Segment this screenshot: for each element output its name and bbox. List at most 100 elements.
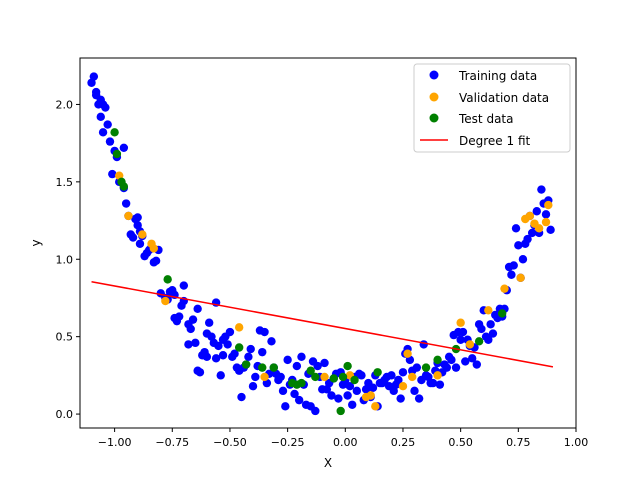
x-axis-label: X [324, 456, 332, 470]
training-point [258, 347, 267, 357]
training-point [105, 137, 115, 146]
training-point [442, 363, 452, 372]
training-point [419, 340, 428, 349]
training-point [514, 241, 523, 250]
x-tick-label: 0.25 [391, 436, 416, 449]
training-point [294, 395, 304, 405]
legend-label-fit: Degree 1 fit [459, 134, 530, 148]
training-point [135, 239, 145, 248]
test-point [234, 343, 244, 352]
validation-point [398, 382, 408, 391]
validation-point [371, 402, 380, 411]
training-point [248, 382, 258, 391]
test-point [269, 363, 278, 372]
training-point [128, 233, 138, 242]
training-point [428, 378, 438, 388]
validation-point [484, 306, 493, 315]
training-point [184, 340, 193, 349]
training-point [518, 255, 528, 264]
training-point [230, 349, 239, 358]
training-point [507, 270, 516, 279]
training-point [509, 261, 518, 270]
training-point [151, 256, 161, 265]
test-point [373, 368, 382, 377]
training-point [202, 352, 212, 361]
x-axis-ticks: −1.00 −0.75 −0.50 −0.25 0.00 0.25 0.50 0.75 1.00 [98, 428, 588, 449]
training-point [290, 389, 299, 399]
training-point [191, 338, 200, 348]
y-tick-label: 1.5 [56, 176, 74, 189]
training-point [396, 394, 405, 403]
x-tick-label: −0.50 [213, 436, 247, 449]
test-point [311, 372, 320, 382]
legend-box [413, 63, 571, 153]
validation-point [366, 391, 375, 400]
validation-point [465, 340, 475, 349]
validation-point [408, 372, 417, 382]
training-point [447, 355, 456, 365]
test-point [110, 128, 119, 137]
x-tick-label: 0.00 [333, 436, 358, 449]
training-point [334, 394, 343, 403]
validation-point [320, 372, 329, 382]
validation-point [403, 349, 412, 358]
test-point [350, 375, 359, 385]
y-axis-label: y [29, 239, 43, 246]
training-point [223, 340, 232, 349]
validation-point [456, 318, 465, 327]
x-tick-label: 0.50 [448, 436, 473, 449]
validation-point [149, 244, 159, 253]
training-point [101, 103, 110, 112]
x-tick-label: 0.75 [506, 436, 531, 449]
training-point [260, 327, 269, 337]
training-point [119, 143, 129, 152]
training-point [458, 327, 468, 337]
training-point [451, 363, 461, 372]
y-tick-label: 2.0 [56, 98, 74, 111]
training-point [313, 361, 322, 371]
test-point [306, 366, 315, 375]
y-tick-label: 0.0 [56, 408, 74, 421]
training-point [398, 368, 408, 377]
training-point [193, 304, 202, 313]
training-point [188, 315, 198, 324]
training-point [527, 228, 537, 238]
training-point [412, 363, 422, 372]
x-tick-label: −1.00 [98, 436, 132, 449]
validation-point [433, 371, 442, 380]
validation-point [516, 273, 525, 283]
x-tick-label: −0.25 [271, 436, 305, 449]
validation-point [541, 217, 551, 227]
training-point [251, 372, 260, 382]
fit-lines [91, 280, 554, 368]
test-point [163, 275, 172, 284]
test-point [338, 372, 348, 382]
training-point [327, 391, 336, 400]
training-point [537, 185, 546, 194]
test-point [119, 182, 129, 191]
y-axis-ticks: 0.0 0.5 1.0 1.5 2.0 [56, 98, 80, 421]
training-point [320, 358, 329, 368]
legend-marker-validation [429, 92, 439, 102]
training-point [292, 361, 302, 371]
training-point [179, 281, 189, 290]
training-point [345, 382, 355, 391]
training-point [103, 120, 112, 129]
training-point [387, 371, 396, 380]
y-tick-label: 0.5 [56, 331, 74, 344]
training-point [175, 312, 184, 321]
training-point [214, 341, 223, 351]
training-point [195, 368, 205, 377]
test-point [297, 378, 306, 388]
legend-label-test: Test data [458, 112, 513, 126]
validation-point [138, 230, 147, 239]
training-point [477, 324, 486, 334]
legend: Training data Validation data Test data … [413, 63, 571, 153]
validation-point [234, 323, 244, 332]
training-point [283, 355, 292, 365]
test-point [329, 374, 338, 383]
training-point [456, 335, 465, 344]
x-tick-label: −0.75 [155, 436, 189, 449]
test-point [343, 361, 352, 371]
